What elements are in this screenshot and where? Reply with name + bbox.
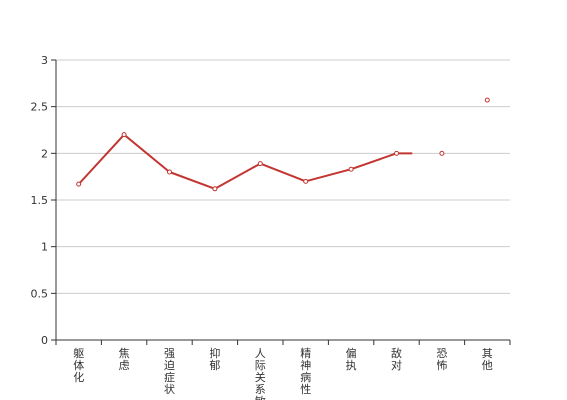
data-point[interactable] — [484, 97, 490, 103]
data-point[interactable] — [394, 150, 399, 156]
y-tick-label: 0 — [41, 334, 48, 347]
y-tick-label: 3 — [41, 54, 48, 67]
x-category-label: 躯体化 — [73, 347, 84, 384]
data-point[interactable] — [257, 161, 263, 167]
data-point[interactable] — [303, 178, 309, 184]
series-line — [77, 133, 413, 190]
data-point[interactable] — [167, 169, 172, 175]
x-category-label: 强迫症状 — [164, 347, 175, 396]
data-point[interactable] — [212, 186, 218, 192]
y-tick-label: 2.5 — [31, 101, 49, 114]
y-tick-label: 2 — [41, 147, 48, 160]
x-category-label: 人际关系敏感 — [255, 347, 266, 400]
series-points — [76, 97, 490, 192]
y-tick-label: 1 — [41, 241, 48, 254]
x-category-label: 精神病性 — [300, 347, 311, 396]
y-tick-label: 1.5 — [31, 194, 49, 207]
x-category-label: 其他 — [482, 347, 493, 372]
y-tick-label: 0.5 — [31, 287, 49, 300]
x-category-label: 恐怖 — [436, 347, 447, 372]
x-category-label: 偏执 — [346, 346, 357, 372]
grid-lines — [56, 59, 510, 294]
data-point[interactable] — [439, 150, 445, 156]
y-axis: 0 0.5 1 1.5 2 2.5 3 — [31, 54, 57, 347]
x-axis: 躯体化 焦虑 强迫症状 抑郁 人际关系敏感 精神病性 偏执 敌对 恐怖 其他 — [55, 339, 511, 400]
x-category-label: 焦虑 — [119, 347, 130, 372]
x-category-label: 敌对 — [391, 346, 402, 372]
data-point[interactable] — [121, 132, 127, 138]
data-point[interactable] — [76, 181, 82, 187]
data-point[interactable] — [348, 166, 354, 172]
series-line-path — [77, 133, 413, 190]
x-category-label: 抑郁 — [209, 346, 220, 372]
